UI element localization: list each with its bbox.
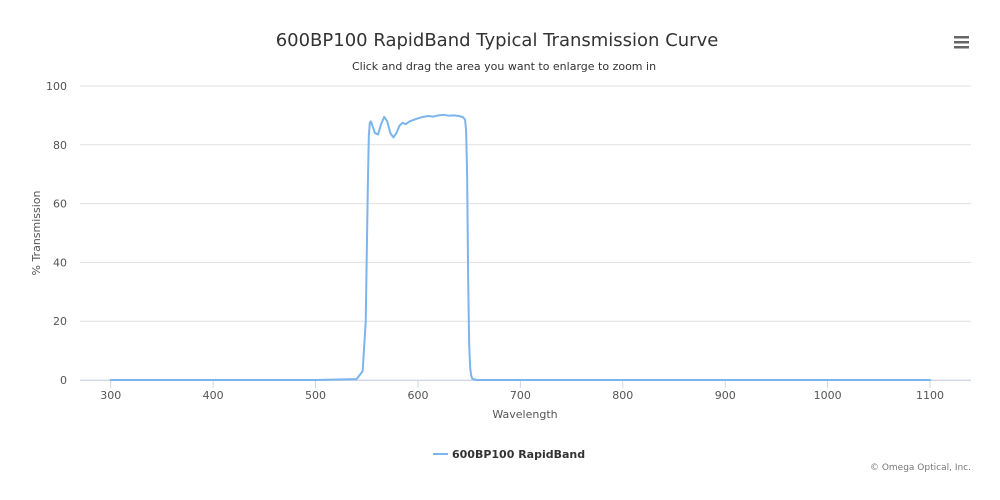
credits[interactable]: © Omega Optical, Inc.	[870, 463, 971, 473]
hamburger-menu-icon[interactable]	[948, 30, 974, 54]
legend[interactable]: 600BP100 RapidBand	[433, 448, 585, 461]
x-tick-label: 1100	[916, 389, 944, 402]
series-group[interactable]	[109, 113, 932, 381]
grid-lines	[80, 85, 971, 381]
y-tick-label: 0	[60, 374, 67, 387]
y-axis: 0 20 40 60 80 100	[46, 80, 67, 387]
x-tick-label: 700	[510, 389, 531, 402]
x-tick-label: 900	[715, 389, 736, 402]
x-tick-label: 1000	[814, 389, 842, 402]
y-tick-label: 40	[53, 256, 67, 269]
y-tick-label: 80	[53, 139, 67, 152]
x-tick-label: 400	[203, 389, 224, 402]
chart-title: 600BP100 RapidBand Typical Transmission …	[276, 30, 719, 51]
x-axis-title: Wavelength	[492, 408, 557, 421]
y-tick-label: 100	[46, 80, 67, 93]
x-tick-label: 300	[100, 389, 121, 402]
x-tick-label: 600	[407, 389, 428, 402]
series-line-0[interactable]	[109, 113, 932, 381]
y-tick-label: 20	[53, 315, 67, 328]
legend-item-label[interactable]: 600BP100 RapidBand	[452, 448, 585, 461]
chart-subtitle: Click and drag the area you want to enla…	[352, 60, 656, 73]
x-axis: 300 400 500 600 700 800 900 1000 1100	[80, 380, 971, 402]
y-axis-title: % Transmission	[30, 190, 43, 275]
x-tick-label: 500	[305, 389, 326, 402]
y-tick-label: 60	[53, 198, 67, 211]
x-tick-label: 800	[612, 389, 633, 402]
